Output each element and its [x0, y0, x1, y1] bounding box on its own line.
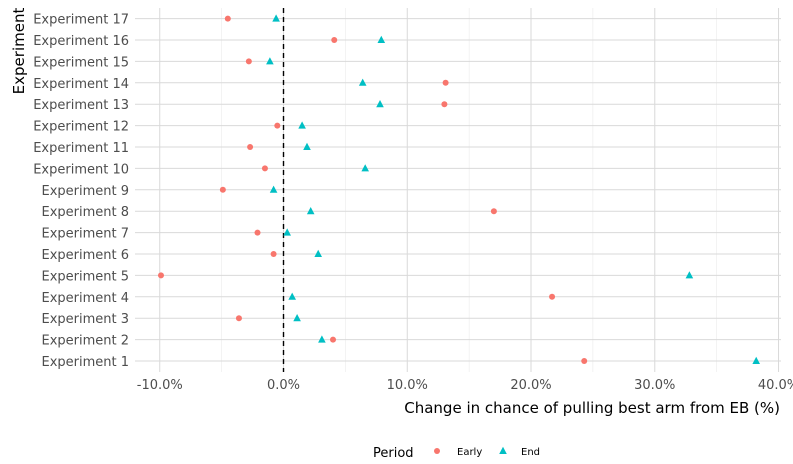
y-tick-label: Experiment 4 — [41, 291, 129, 306]
x-tick-label: 40.0% — [758, 378, 793, 393]
early-point — [330, 336, 337, 343]
y-tick-label: Experiment 16 — [33, 34, 129, 49]
legend-title: Period — [373, 446, 414, 461]
early-point — [441, 101, 448, 108]
y-tick-label: Experiment 11 — [33, 141, 129, 156]
end-point — [752, 356, 760, 364]
end-point — [314, 249, 322, 257]
y-axis-title: Experiment — [10, 8, 28, 95]
x-tick-label: 30.0% — [634, 378, 675, 393]
y-tick-label: Experiment 8 — [41, 205, 129, 220]
y-tick-label: Experiment 15 — [33, 55, 129, 70]
end-point — [283, 228, 291, 236]
early-point — [331, 37, 338, 43]
y-tick-label: Experiment 17 — [33, 13, 129, 28]
early-point — [224, 15, 231, 22]
end-point — [293, 314, 301, 322]
end-point — [318, 335, 326, 343]
early-point — [274, 122, 281, 129]
y-tick-label: Experiment 10 — [33, 162, 129, 177]
end-point — [272, 14, 280, 22]
end-point — [377, 35, 386, 43]
early-point — [442, 79, 449, 86]
end-point — [685, 271, 694, 279]
y-tick-label: Experiment 9 — [41, 184, 129, 199]
early-point — [235, 315, 242, 322]
early-point — [581, 358, 588, 364]
y-tick-label: Experiment 12 — [33, 120, 129, 135]
y-tick-label: Experiment 14 — [33, 77, 129, 92]
legend: Period Early End — [373, 446, 540, 461]
end-point — [266, 57, 274, 65]
x-axis-tick-labels: -10.0% 0.0% 10.0% 20.0% 30.0% 40.0% — [137, 378, 793, 393]
early-point — [549, 293, 556, 300]
x-tick-label: 0.0% — [267, 378, 300, 393]
end-point — [269, 185, 278, 193]
end-point — [358, 78, 367, 86]
legend-end-label: End — [521, 447, 540, 458]
end-point — [376, 100, 384, 108]
x-axis-title: Change in chance of pulling best arm fro… — [404, 399, 780, 417]
legend-end-marker — [499, 446, 507, 454]
end-point — [303, 142, 311, 150]
y-tick-label: Experiment 7 — [41, 227, 129, 242]
early-point — [157, 272, 164, 279]
legend-early-label: Early — [457, 447, 482, 458]
early-point — [270, 251, 277, 257]
x-tick-label: -10.0% — [137, 378, 183, 393]
end-point — [298, 121, 306, 129]
legend-early-marker — [434, 448, 440, 454]
y-tick-label: Experiment 1 — [41, 355, 129, 370]
end-point — [361, 164, 369, 172]
y-tick-label: Experiment 2 — [41, 334, 129, 349]
early-point — [254, 229, 261, 236]
y-axis-tick-labels: Experiment 1 Experiment 2 Experiment 3 Expe… — [33, 13, 129, 370]
x-tick-label: 20.0% — [510, 378, 551, 393]
grid — [135, 8, 781, 372]
early-point — [219, 186, 226, 193]
y-tick-label: Experiment 13 — [33, 98, 129, 113]
x-tick-label: 10.0% — [387, 378, 428, 393]
early-point — [490, 208, 497, 215]
y-tick-label: Experiment 5 — [41, 269, 129, 284]
y-tick-label: Experiment 6 — [41, 248, 129, 263]
early-point — [245, 58, 252, 65]
y-tick-label: Experiment 3 — [41, 312, 129, 327]
data-points — [157, 14, 760, 364]
end-point — [288, 292, 296, 300]
end-point — [306, 207, 315, 215]
early-point — [261, 165, 268, 172]
early-point — [247, 144, 254, 150]
